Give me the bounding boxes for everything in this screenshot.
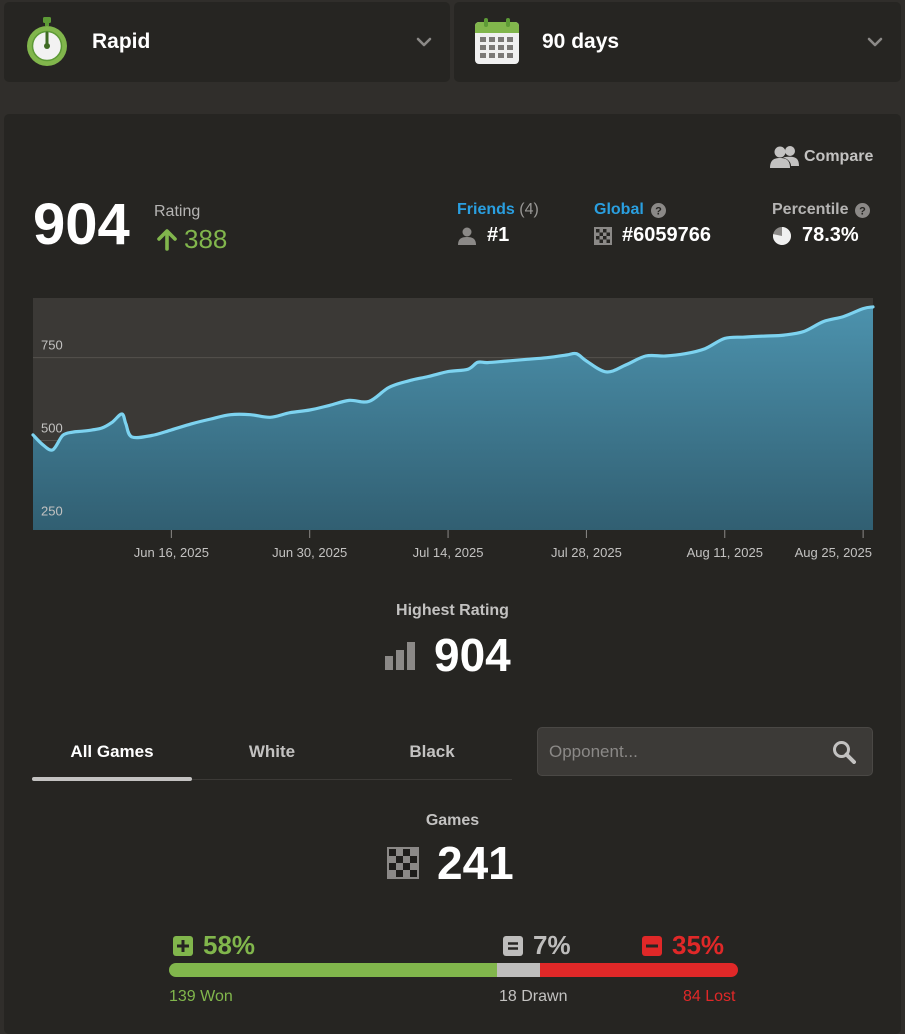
tab-black[interactable]: Black [409, 742, 455, 761]
results-bar-lost [539, 963, 738, 977]
drawn-percent-value: 7% [533, 930, 571, 960]
rating-change-value: 388 [184, 224, 228, 254]
help-icon[interactable]: ? [650, 202, 666, 218]
drawn-count: 18 Drawn [499, 988, 568, 1005]
compare-button[interactable]: Compare [770, 145, 873, 169]
user-icon [458, 227, 476, 245]
checkerboard-icon [387, 847, 419, 879]
highest-rating-value: 904 [434, 629, 511, 681]
equals-icon [503, 935, 523, 956]
global-stat: Global ? #6059766 [594, 200, 711, 247]
opponent-search [537, 727, 873, 776]
svg-text:?: ? [860, 205, 867, 217]
percentile-label: Percentile [772, 201, 849, 218]
percentile-value: 78.3% [802, 224, 859, 246]
tab-all-games[interactable]: All Games [32, 728, 192, 781]
compare-label: Compare [804, 148, 874, 165]
games-label: Games [425, 812, 480, 829]
friends-count: (4) [519, 201, 539, 218]
users-icon [770, 146, 799, 168]
results-bar-drawn [497, 963, 540, 977]
plus-icon [173, 935, 193, 956]
highest-rating-label: Highest Rating [396, 602, 509, 619]
global-rank: #6059766 [622, 224, 711, 246]
results-bar-won [169, 963, 498, 977]
checkerboard-icon [594, 226, 612, 245]
y-tick-label: 750 [41, 338, 63, 353]
stopwatch-icon [27, 17, 67, 66]
percentile-stat: Percentile ? 78.3% [772, 200, 871, 247]
rating-line [31, 305, 875, 452]
x-tick-label: Jun 30, 2025 [272, 545, 347, 560]
highest-rating: 904 [384, 628, 511, 682]
calendar-icon [475, 18, 519, 64]
stats-panel [4, 114, 901, 1034]
x-tick-label: Jun 16, 2025 [134, 545, 209, 560]
y-tick-label: 500 [41, 421, 63, 436]
time-class-selector[interactable]: Rapid [4, 2, 450, 82]
chevron-down-icon [867, 37, 883, 47]
rating-change: 388 [156, 224, 227, 255]
won-percent-value: 58% [203, 930, 256, 960]
time-class-label: Rapid [92, 30, 151, 53]
games-total-value: 241 [437, 837, 514, 889]
friends-link[interactable]: Friends [457, 201, 515, 218]
lost-percent: 35% [642, 930, 724, 961]
current-rating: 904 [33, 192, 130, 257]
x-tick-label: Aug 11, 2025 [687, 545, 763, 560]
friends-stat: Friends (4) #1 [457, 200, 539, 247]
global-link[interactable]: Global [594, 201, 644, 218]
bar-chart-icon [385, 642, 415, 670]
period-selector[interactable]: 90 days [454, 2, 901, 82]
x-tick-label: Aug 25, 2025 [795, 545, 872, 560]
rating-area [33, 306, 873, 530]
x-tick-label: Jul 14, 2025 [413, 545, 484, 560]
results-bar [169, 963, 738, 977]
arrow-up-icon [157, 228, 177, 251]
tab-white[interactable]: White [248, 742, 296, 761]
games-total: 241 [387, 836, 514, 890]
chevron-down-icon [416, 37, 432, 47]
lost-percent-value: 35% [672, 930, 725, 960]
period-label: 90 days [542, 30, 620, 53]
pie-chart-icon [772, 226, 791, 245]
help-icon[interactable]: ? [855, 202, 871, 218]
rating-history-chart: 250 500 750 Jun 16, 2025 Jun 30, 2025 Jul 14… [31, 298, 875, 560]
opponent-search-input[interactable] [538, 728, 828, 775]
friends-rank: #1 [487, 224, 510, 246]
rating-label: Rating [154, 203, 201, 220]
lost-count: 84 Lost [683, 988, 736, 1005]
x-tick-label: Jul 28, 2025 [551, 545, 622, 560]
color-tabs: All Games White Black [32, 728, 512, 781]
drawn-percent: 7% [503, 930, 571, 961]
y-tick-label: 250 [41, 503, 63, 518]
minus-icon [642, 935, 662, 956]
won-percent: 58% [173, 930, 255, 961]
search-icon[interactable] [832, 740, 856, 764]
won-count: 139 Won [169, 988, 233, 1005]
svg-text:?: ? [655, 205, 662, 217]
